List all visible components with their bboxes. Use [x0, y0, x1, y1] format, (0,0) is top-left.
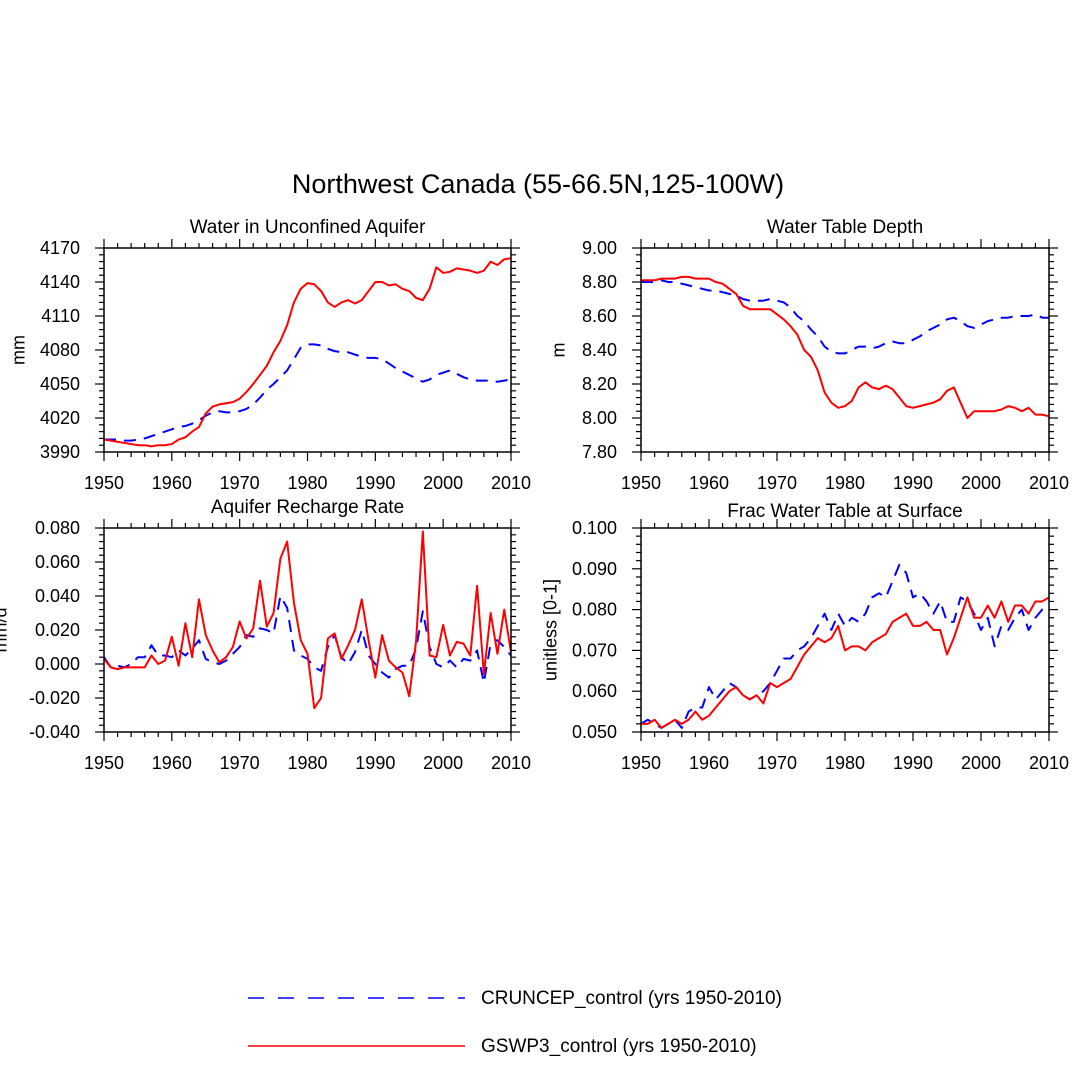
legend: CRUNCEP_control (yrs 1950-2010) GSWP3_co…: [248, 988, 782, 1057]
x-tick-label: 2000: [423, 473, 463, 493]
y-tick-label: 0.020: [35, 620, 80, 640]
x-tick-label: 1960: [689, 473, 729, 493]
y-tick-label: 4020: [40, 408, 80, 428]
panel-title: Water in Unconfined Aquifer: [190, 217, 427, 238]
y-axis-label: mm: [8, 335, 28, 365]
plot-frame: [640, 527, 1050, 733]
x-tick-label: 1970: [757, 753, 797, 773]
series-line-gswp3: [104, 530, 511, 710]
x-tick-label: 1990: [355, 473, 395, 493]
y-tick-label: 0.000: [35, 654, 80, 674]
x-tick-label: 1990: [355, 753, 395, 773]
x-tick-label: 2000: [423, 753, 463, 773]
y-tick-label: 4050: [40, 374, 80, 394]
x-tick-label: 2000: [961, 473, 1001, 493]
figure-title: Northwest Canada (55-66.5N,125-100W): [292, 169, 784, 199]
y-tick-label: 8.20: [582, 374, 617, 394]
x-tick-label: 1950: [621, 753, 661, 773]
x-tick-label: 1950: [84, 753, 124, 773]
x-tick-label: 1980: [287, 753, 327, 773]
x-tick-label: 1980: [825, 473, 865, 493]
plot-frame: [103, 247, 512, 453]
y-axis-label: unitless [0-1]: [540, 579, 560, 681]
x-tick-label: 1960: [152, 753, 192, 773]
panel-water-table-depth: Water Table Depth 1950 1960 1970 1980 1990 200…: [548, 217, 1069, 493]
legend-label-gswp3: GSWP3_control (yrs 1950-2010): [481, 1036, 757, 1057]
y-tick-label: 4140: [40, 272, 80, 292]
x-tick-label: 1970: [220, 753, 260, 773]
y-tick-label: 0.040: [35, 586, 80, 606]
x-tick-label: 1990: [893, 753, 933, 773]
panel-water-in-unconfined-aquifer: Water in Unconfined Aquifer 1950 1960 1970 1…: [8, 217, 531, 493]
panel-frac-water-table-at-surface: Frac Water Table at Surface 1950 1960 1970 1…: [540, 501, 1069, 773]
panel-aquifer-recharge-rate: Aquifer Recharge Rate 1950 1960 1970 1980 199…: [0, 497, 531, 773]
y-tick-label: 0.100: [572, 518, 617, 538]
x-tick-label: 2010: [491, 473, 531, 493]
x-tick-label: 1950: [84, 473, 124, 493]
y-tick-label: 0.060: [35, 552, 80, 572]
x-tick-label: 1960: [152, 473, 192, 493]
y-tick-label: 8.40: [582, 340, 617, 360]
y-tick-label: 0.050: [572, 722, 617, 742]
series-line-cruncep: [104, 343, 511, 442]
y-tick-label: -0.020: [29, 688, 80, 708]
y-axis-label: mm/d: [0, 608, 10, 653]
series-line-gswp3: [104, 257, 511, 448]
y-tick-label: 3990: [40, 442, 80, 462]
y-tick-label: -0.040: [29, 722, 80, 742]
x-tick-label: 2010: [1029, 473, 1069, 493]
series-line-cruncep: [641, 563, 1049, 729]
x-tick-label: 2010: [491, 753, 531, 773]
y-tick-label: 8.00: [582, 408, 617, 428]
x-tick-label: 2000: [961, 753, 1001, 773]
x-tick-label: 1980: [825, 753, 865, 773]
y-axis-label: m: [548, 343, 568, 358]
legend-label-cruncep: CRUNCEP_control (yrs 1950-2010): [481, 988, 782, 1009]
x-tick-label: 1960: [689, 753, 729, 773]
x-tick-label: 1970: [220, 473, 260, 493]
x-tick-label: 1970: [757, 473, 797, 493]
y-tick-label: 4170: [40, 238, 80, 258]
y-tick-label: 8.60: [582, 306, 617, 326]
series-line-cruncep: [641, 279, 1049, 355]
y-tick-label: 7.80: [582, 442, 617, 462]
x-tick-label: 2010: [1029, 753, 1069, 773]
x-tick-label: 1990: [893, 473, 933, 493]
x-tick-label: 1980: [287, 473, 327, 493]
x-tick-label: 1950: [621, 473, 661, 493]
panel-title: Aquifer Recharge Rate: [211, 497, 404, 518]
plot-frame: [103, 527, 512, 733]
y-tick-label: 4080: [40, 340, 80, 360]
y-tick-label: 0.080: [572, 600, 617, 620]
y-tick-label: 4110: [41, 306, 80, 326]
series-line-gswp3: [641, 596, 1049, 729]
series-line-gswp3: [641, 275, 1049, 419]
panel-title: Frac Water Table at Surface: [727, 501, 963, 522]
panel-title: Water Table Depth: [767, 217, 923, 238]
y-tick-label: 0.080: [35, 518, 80, 538]
y-tick-label: 0.070: [572, 640, 617, 660]
y-tick-label: 0.060: [572, 681, 617, 701]
y-tick-label: 9.00: [582, 238, 617, 258]
y-tick-label: 0.090: [572, 559, 617, 579]
y-tick-label: 8.80: [582, 272, 617, 292]
series-line-cruncep: [104, 595, 511, 684]
